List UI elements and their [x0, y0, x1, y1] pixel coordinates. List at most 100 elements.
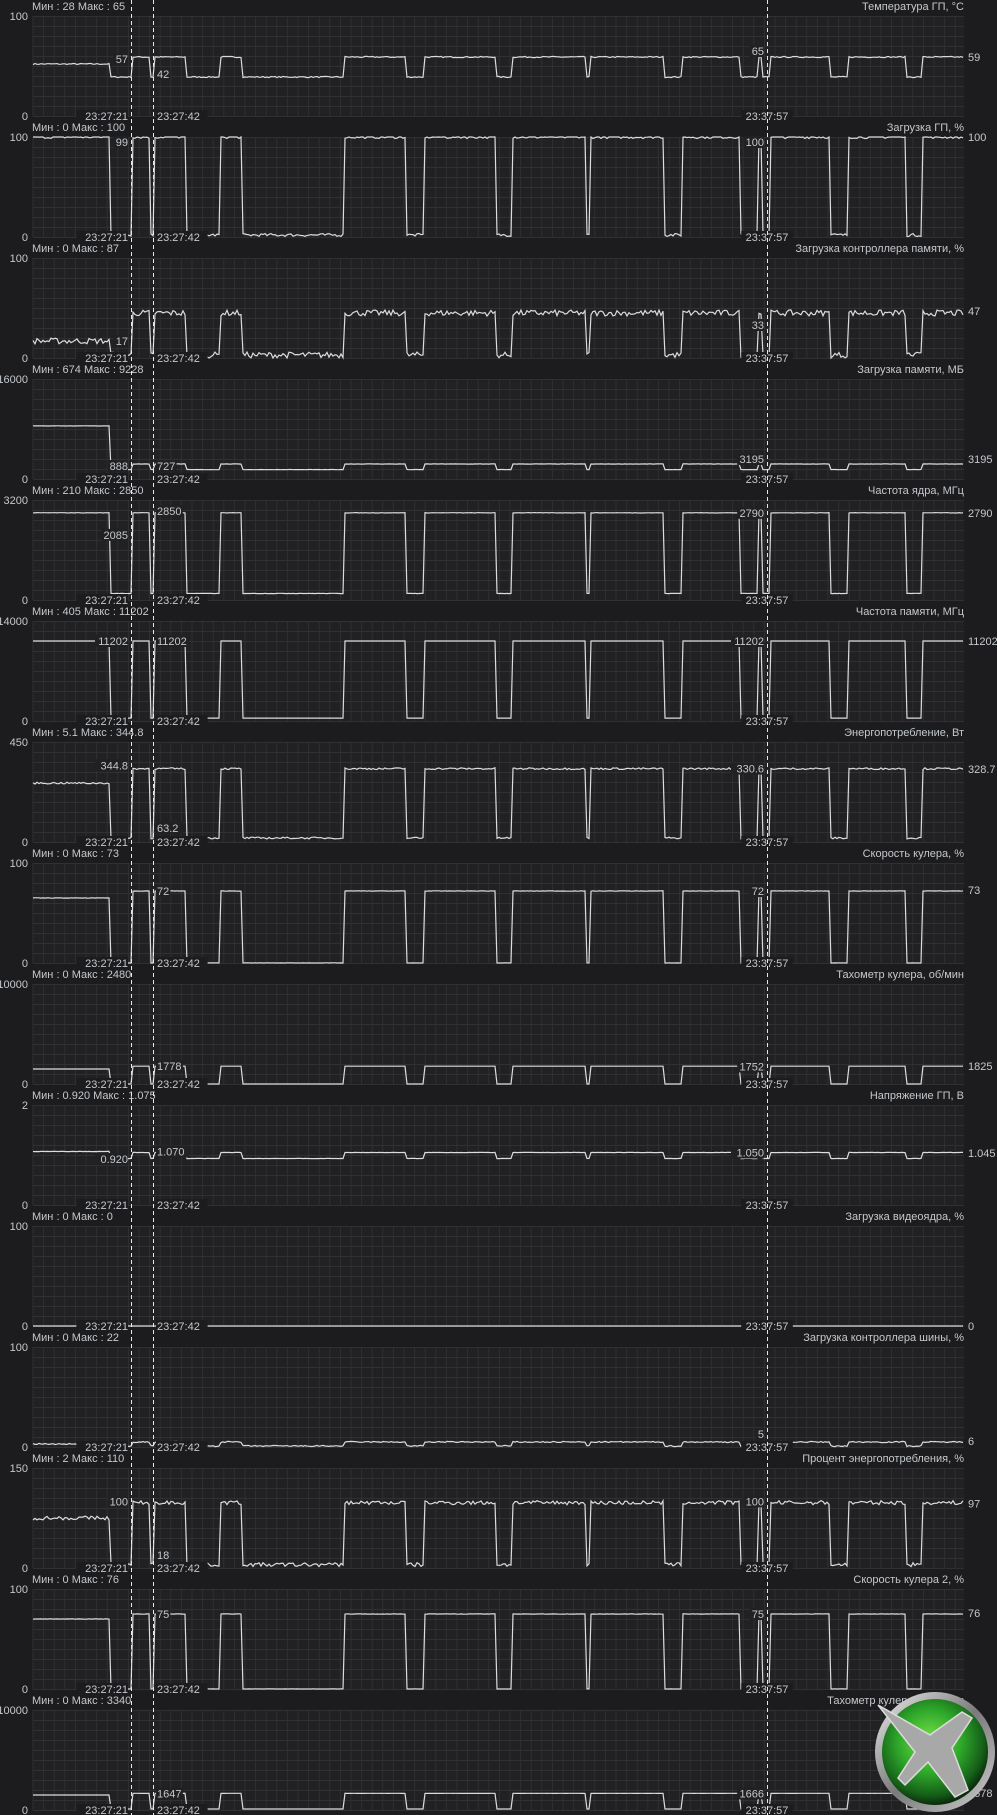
cursor-time-bg	[76, 231, 128, 243]
cursor-value-bg	[156, 1060, 183, 1073]
cursor-time-label: 23:27:21	[85, 595, 128, 607]
min-max-label: Мин : 5.1 Макс : 344.8	[32, 727, 143, 739]
y-min-label: 0	[22, 111, 28, 123]
cursor-time-label: 23:27:21	[85, 958, 128, 970]
graph-panel: Мин : 405 Макс : 11202 Частота памяти, МГ…	[0, 606, 997, 728]
min-max-label: Мин : 0 Макс : 22	[32, 1332, 119, 1344]
min-max-label: Мин : 0 Макс : 0	[32, 1211, 113, 1223]
cursor-time-bg	[156, 231, 208, 243]
y-max-label: 10000	[0, 1705, 28, 1717]
cursor-value-label: 1752	[740, 1061, 764, 1073]
cursor-time-label: 23:27:21	[85, 1805, 128, 1815]
y-min-label: 0	[22, 716, 28, 728]
y-min-label: 0	[22, 1805, 28, 1815]
cursor-value-bg	[731, 1146, 764, 1159]
jet-plane-logo-icon	[875, 1692, 995, 1812]
graph-panel: Мин : 28 Макс : 65 Температура ГП, °C 100 0…	[10, 1, 981, 123]
cursor-value-bg	[737, 1060, 764, 1073]
y-max-label: 100	[10, 1342, 28, 1354]
cursor-value-bg	[95, 1153, 128, 1165]
cursor-value-label: 5	[758, 1429, 764, 1441]
cursor-value-bg	[107, 1495, 128, 1508]
cursor-time-bg	[156, 1441, 208, 1453]
current-value-label: 76	[968, 1608, 980, 1620]
graph-title: Процент энергопотребления, %	[802, 1453, 964, 1465]
cursor-value-label: 18	[157, 1550, 169, 1562]
cursor-time-label: 23:27:42	[157, 958, 200, 970]
cursor-value-label: 11202	[734, 636, 764, 648]
cursor-value-label: 63.2	[157, 823, 178, 835]
cursor-time-label: 23:27:21	[85, 1079, 128, 1091]
cursor-value-label: 100	[746, 137, 764, 149]
cursor-time-bg	[741, 231, 793, 243]
cursor-time-label: 23:27:21	[85, 1563, 128, 1575]
current-value-label: 47	[968, 306, 980, 318]
cursor-time-bg	[76, 473, 128, 485]
graph-panel: Мин : 0 Макс : 100 Загрузка ГП, %10001009…	[10, 122, 987, 244]
current-value-label: 0	[968, 1321, 974, 1333]
min-max-label: Мин : 0 Макс : 2480	[32, 969, 131, 981]
graph-title: Частота ядра, МГц	[868, 485, 965, 497]
cursor-time-bg	[156, 1804, 208, 1815]
cursor-time-label: 23:27:42	[157, 1442, 200, 1454]
cursor-value-label: 3195	[740, 454, 764, 466]
current-value-label: 11202	[968, 636, 997, 648]
cursor-value-bg	[113, 136, 128, 148]
cursor-value-label: 33	[752, 320, 764, 332]
cursor-value-bg	[737, 1787, 764, 1800]
graph-panel: Мин : 0 Макс : 76 Скорость кулера 2, % 100…	[10, 1574, 981, 1696]
current-value-label: 97	[968, 1498, 980, 1510]
graph-panel: Мин : 0 Макс : 87 Загрузка контроллера па…	[10, 243, 981, 365]
cursor-value-label: 17	[116, 336, 128, 348]
graph-panel: Мин : 0 Макс : 2480 Тахометр кулера, об/м…	[0, 969, 992, 1091]
cursor-time-bg	[741, 594, 793, 606]
series-line	[32, 55, 964, 79]
cursor-time-bg	[76, 957, 128, 969]
cursor-value-label: 2085	[104, 530, 128, 542]
cursor-time-bg	[156, 110, 208, 122]
cursor-value-bg	[156, 885, 171, 897]
cursor-value-bg	[156, 1145, 189, 1158]
cursor-value-bg	[737, 453, 764, 466]
cursor-time-bg	[741, 1441, 793, 1453]
cursor-value-label: 330.6	[736, 764, 764, 776]
current-value-label: 59	[968, 52, 980, 64]
cursor-value-bg	[95, 634, 128, 647]
graph-panel: Мин : 0.920 Макс : 1.075 Напряжение ГП, В…	[22, 1090, 996, 1212]
cursor-value-label: 888	[110, 461, 128, 473]
cursor-time-bg	[76, 1562, 128, 1574]
graph-title: Напряжение ГП, В	[870, 1090, 964, 1102]
graph-title: Тахометр кулера, об/мин	[836, 969, 964, 981]
cursor-time-bg	[76, 1199, 128, 1211]
min-max-label: Мин : 0 Макс : 73	[32, 848, 119, 860]
cursor-time-label: 23:27:42	[157, 232, 200, 244]
cursor-value-bg	[743, 136, 764, 148]
graph-panel: Мин : 0 Макс : 22 Загрузка контроллера ши…	[10, 1332, 974, 1454]
cursor-value-label: 727	[157, 461, 175, 473]
y-max-label: 100	[10, 11, 28, 23]
cursor-time-label: 23:27:21	[85, 716, 128, 728]
cursor-time-bg	[76, 715, 128, 727]
min-max-label: Мин : 0.920 Макс : 1.075	[32, 1090, 156, 1102]
cursor-time-label: 23:27:21	[85, 232, 128, 244]
cursor-value-bg	[731, 634, 764, 647]
cursor-time-label: 23:27:42	[157, 716, 200, 728]
y-min-label: 0	[22, 232, 28, 244]
y-max-label: 10000	[0, 979, 28, 991]
cursor-time-label: 23:27:42	[157, 837, 200, 849]
y-max-label: 16000	[0, 374, 28, 386]
min-max-label: Мин : 674 Макс : 9228	[32, 364, 143, 376]
cursor-value-bg	[156, 68, 171, 80]
cursor-value-label: 11202	[157, 636, 187, 648]
cursor-value-label: 75	[157, 1609, 169, 1621]
cursor-time-label: 23:37:57	[746, 111, 789, 123]
cursor-time-label: 23:27:21	[85, 1321, 128, 1333]
y-max-label: 14000	[0, 616, 28, 628]
y-max-label: 100	[10, 858, 28, 870]
y-max-label: 100	[10, 253, 28, 265]
graph-panel: Мин : 5.1 Макс : 344.8 Энергопотребление,…	[10, 727, 996, 849]
cursor-time-bg	[156, 836, 208, 848]
y-min-label: 0	[22, 353, 28, 365]
cursor-value-bg	[156, 1549, 171, 1561]
